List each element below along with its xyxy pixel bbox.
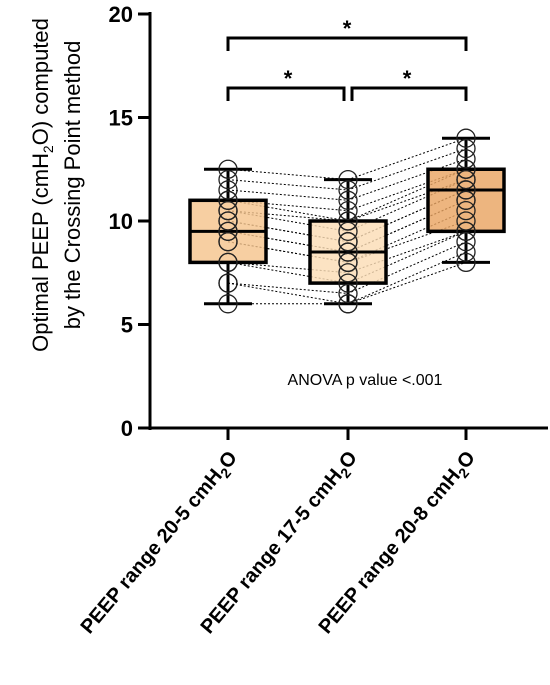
data-point [456,180,476,200]
data-point [218,232,238,252]
data-point [456,169,476,190]
data-point [338,169,358,190]
data-point [338,294,358,314]
data-points [218,128,476,314]
significance-brackets: * * * [226,16,468,101]
data-point [456,211,476,231]
significance-bracket [350,86,468,101]
y-axis-label-line-1: Optimal PEEP (cmH2O) computed [28,18,56,352]
data-point [456,138,476,159]
data-point [456,232,476,252]
data-point [218,190,238,210]
data-point [338,232,358,252]
anova-annotation: ANOVA p value <.001 [288,372,443,389]
data-point [338,273,358,293]
iqr-box [426,167,506,234]
boxes [188,136,506,306]
significance-star: * [403,66,412,91]
data-point [338,221,358,242]
data-point [338,200,358,221]
data-point [456,242,476,262]
y-axis-label-line-2: by the Crossing Point method [60,41,85,330]
data-point [218,252,238,273]
box-1 [188,167,268,306]
data-point [338,190,358,210]
data-point [338,252,358,273]
data-point [456,149,476,169]
data-point [338,283,358,304]
significance-bracket [226,86,346,101]
y-tick-label: 15 [109,106,133,131]
significance-bracket [226,36,468,51]
significance-star: * [343,16,352,41]
y-tick-label: 10 [109,209,133,234]
data-point [218,180,238,200]
data-point [456,221,476,242]
box-2 [308,178,388,306]
data-point [456,200,476,221]
data-point [338,263,358,283]
box-3 [426,136,506,264]
x-axis [148,426,548,440]
significance-star: * [284,66,293,91]
data-point [456,252,476,273]
data-point [218,159,238,179]
data-point [218,169,238,190]
data-point [338,211,358,231]
data-point [456,190,476,210]
y-tick-label: 20 [109,2,133,27]
data-point [218,273,238,293]
data-point [218,200,238,221]
y-tick-label: 5 [121,313,133,338]
data-point [218,211,238,231]
y-axis: 0 5 10 15 20 [109,2,152,441]
data-point [456,128,476,148]
y-tick-label: 0 [121,416,133,441]
data-point [218,221,238,242]
data-point [456,159,476,179]
data-point [218,294,238,314]
data-point [338,242,358,262]
data-point [338,180,358,200]
